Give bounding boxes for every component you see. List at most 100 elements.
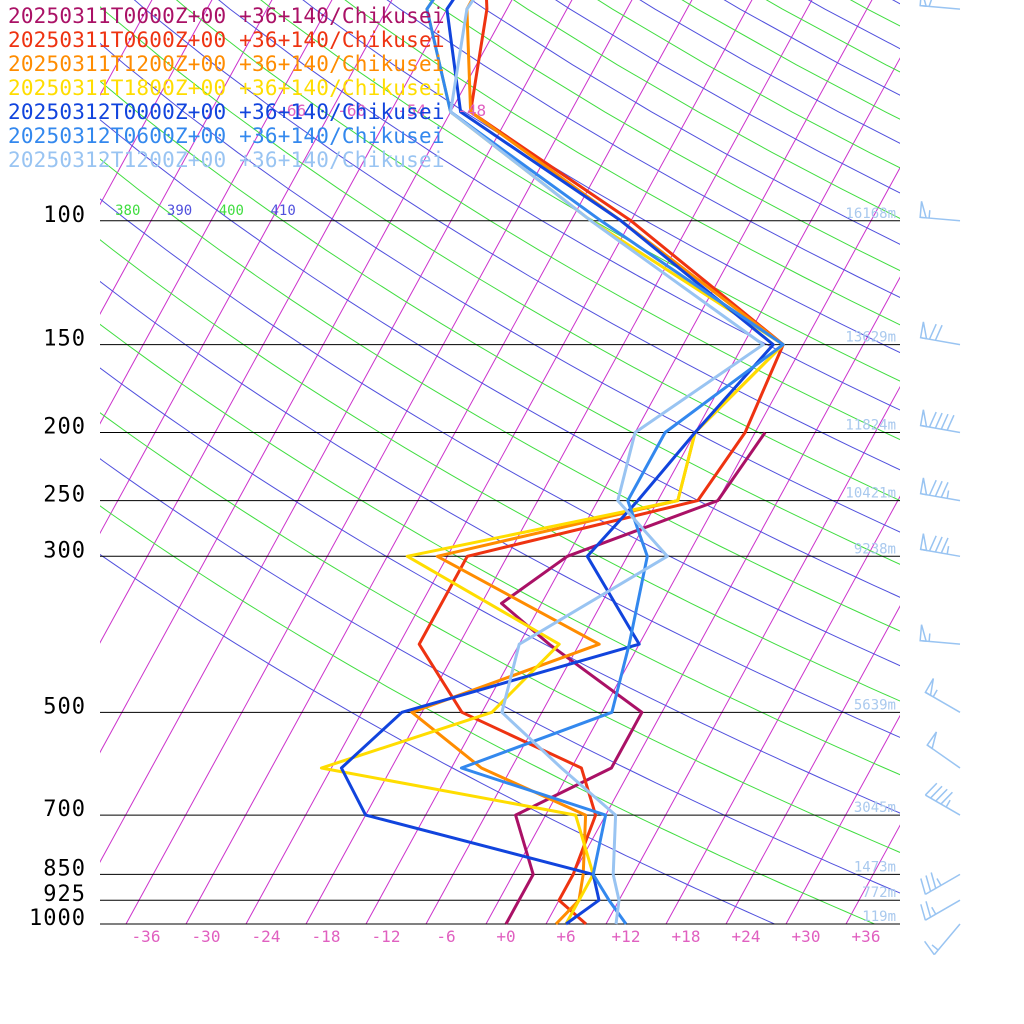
wind-barb-full (924, 782, 938, 796)
theta-line (891, 0, 900, 5)
wind-barb (920, 872, 961, 896)
theta-line (597, 0, 900, 169)
pressure-label: 100 (43, 203, 86, 228)
wind-barb-full (940, 413, 949, 430)
temperature-tick-label: -36 (132, 927, 161, 946)
wind-barb (923, 923, 961, 956)
height-label: 5639m (854, 697, 896, 713)
wind-barb-half (928, 633, 931, 642)
wind-barb (919, 624, 961, 645)
theta-line (748, 0, 1024, 924)
wind-barb-full (934, 324, 943, 341)
pressure-label: 1000 (29, 906, 86, 931)
wind-barb-full (940, 481, 949, 498)
upper-isotherm-label: -60 (337, 101, 366, 120)
theta-line (175, 0, 900, 441)
wind-barb (919, 201, 961, 222)
theta-line (100, 42, 900, 533)
wind-barb-full (934, 412, 943, 429)
wind-barb (926, 731, 961, 769)
height-label: 1473m (854, 859, 896, 875)
height-label: 9238m (854, 541, 896, 557)
wind-barb-full (946, 414, 955, 431)
wind-barb-full (935, 788, 948, 802)
height-label: 10421m (845, 486, 896, 502)
isotherm-line (100, 0, 453, 644)
theta-label: 380 (115, 203, 140, 219)
pressure-label: 925 (43, 882, 86, 907)
wind-barb-flag (926, 731, 938, 750)
wind-barb-full (928, 411, 937, 428)
wind-barb-half (932, 689, 938, 698)
isotherm-line (725, 605, 900, 924)
profile-line (500, 431, 767, 925)
isotherm-line (785, 714, 900, 924)
wind-barb-full (920, 904, 927, 921)
wind-barb (919, 409, 961, 434)
wind-barb-staff (924, 873, 961, 896)
isotherm-line (545, 276, 900, 924)
legend-entry: 20250312T0600Z+00 +36+140/Chikusei (8, 124, 445, 148)
temperature-tick-label: +18 (672, 927, 701, 946)
legend-entry: 20250311T0600Z+00 +36+140/Chikusei (8, 28, 445, 52)
potential-temperature-lines (100, 0, 1024, 924)
isotherm-line (365, 0, 873, 924)
wind-barb (919, 321, 961, 346)
temperature-tick-label: -30 (192, 927, 221, 946)
isotherm-line (485, 166, 900, 924)
theta-line (100, 323, 900, 776)
wind-barb-staff (924, 899, 961, 921)
isotherm-line (605, 385, 900, 924)
theta-line (100, 239, 900, 702)
theta-line (100, 158, 900, 632)
legend-entry: 20250311T0000Z+00 +36+140/Chikusei (8, 4, 445, 28)
theta-label: 390 (167, 203, 192, 219)
wind-barb-half (931, 944, 939, 951)
pressure-lines (100, 220, 900, 925)
wind-barb-full (928, 535, 937, 552)
theta-line (100, 198, 900, 667)
wind-barb-half (946, 490, 950, 499)
isotherm-line (185, 0, 693, 924)
isotherm-line (906, 0, 1024, 924)
pressure-label: 850 (43, 856, 86, 881)
wind-barb-staff (933, 923, 961, 956)
theta-line (765, 0, 900, 73)
isotherm-line (305, 0, 813, 924)
wind-barb-flag (919, 0, 928, 7)
profile-line (425, 0, 785, 925)
isotherm-line (100, 0, 333, 425)
wind-barb-half (931, 906, 937, 915)
wind-barb-full (925, 875, 932, 892)
theta-line (821, 0, 1024, 924)
height-label: 11824m (845, 417, 896, 433)
chart-legend: 20250311T0000Z+00 +36+140/Chikusei 202503… (8, 4, 445, 172)
theta-line (100, 412, 900, 853)
wind-barb-half (946, 546, 950, 555)
theta-line (100, 119, 900, 598)
pressure-label: 300 (43, 538, 86, 563)
pressure-label: 700 (43, 797, 86, 822)
temperature-tick-label: +24 (732, 927, 761, 946)
wind-barb-flag (919, 477, 928, 496)
legend-entry: 20250312T1200Z+00 +36+140/Chikusei (8, 148, 445, 172)
theta-line (100, 553, 775, 924)
wind-barb-flag (919, 409, 928, 428)
wind-barb-flag (919, 624, 928, 643)
theta-line (674, 0, 1024, 924)
temperature-tick-label: -24 (252, 927, 281, 946)
wind-barb (919, 533, 961, 558)
wind-barb (919, 0, 961, 10)
wind-barb-full (940, 537, 949, 554)
theta-line (100, 6, 900, 502)
isotherm-line (100, 0, 393, 535)
isotherm-line (245, 0, 753, 924)
wind-barb-full (930, 785, 943, 799)
pressure-label: 200 (43, 414, 86, 439)
profile-line (417, 0, 785, 926)
temperature-tick-label: +30 (792, 927, 821, 946)
temperature-tick-label: -12 (372, 927, 401, 946)
profile-line (339, 0, 775, 926)
pressure-label: 500 (43, 694, 86, 719)
wind-barb-full (934, 536, 943, 553)
